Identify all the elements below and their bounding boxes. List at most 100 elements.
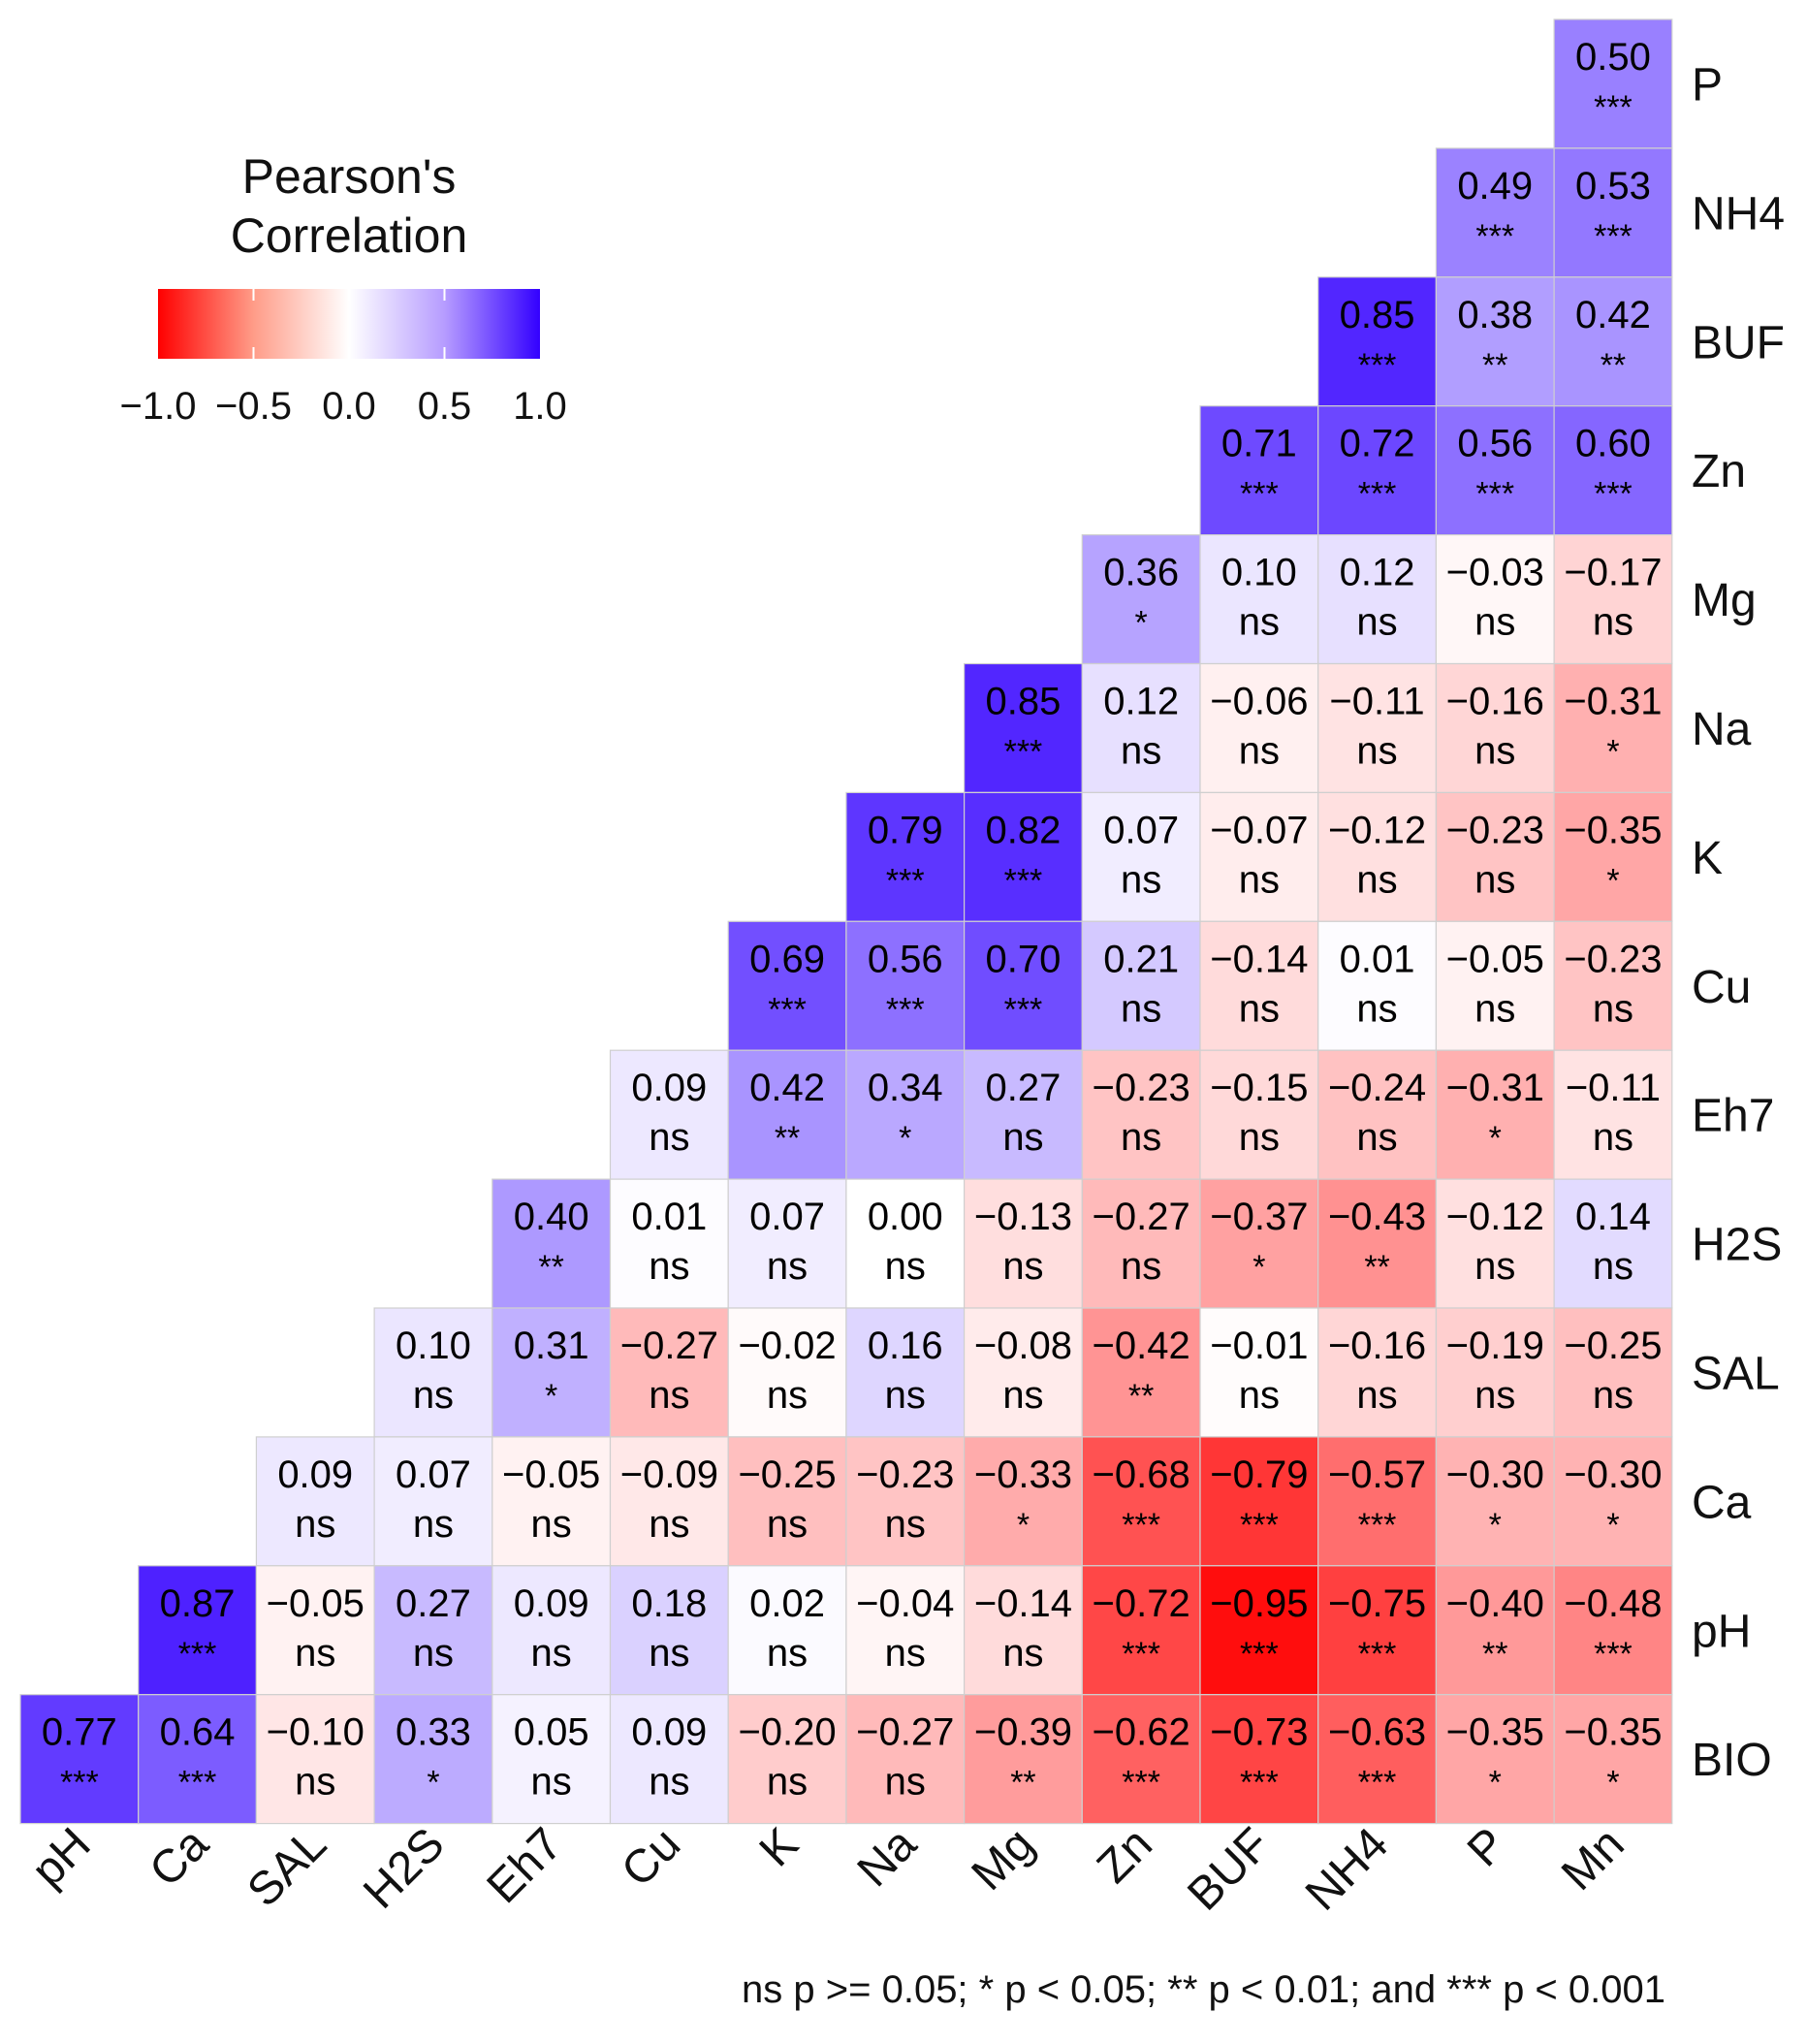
heatmap-cell: −0.72 *** xyxy=(1081,1565,1201,1696)
cell-fill xyxy=(1435,1178,1555,1309)
cell-significance-label: *** xyxy=(1594,218,1633,255)
cell-value-label: −0.72 xyxy=(1093,1582,1190,1625)
cell-fill xyxy=(1317,533,1437,665)
cell-fill xyxy=(1081,1694,1201,1825)
cell-value-label: −0.05 xyxy=(502,1453,600,1496)
cell-value-label: −0.39 xyxy=(974,1711,1072,1754)
cell-significance-label: ** xyxy=(1010,1765,1035,1802)
cell-significance-label: ** xyxy=(1364,1249,1389,1286)
cell-fill xyxy=(609,1694,729,1825)
cell-fill xyxy=(138,1565,257,1696)
cell-significance-label: ns xyxy=(295,1761,335,1804)
cell-value-label: 0.53 xyxy=(1575,165,1651,208)
cell-fill xyxy=(727,1565,847,1696)
cell-value-label: −0.14 xyxy=(1210,938,1308,980)
heatmap-cell: 0.85 *** xyxy=(963,662,1083,793)
heatmap-cell: 0.12 ns xyxy=(1317,533,1437,665)
cell-significance-label: *** xyxy=(886,991,925,1028)
cell-value-label: 0.09 xyxy=(514,1582,589,1625)
cell-significance-label: ns xyxy=(531,1503,572,1546)
column-label: NH4 xyxy=(1296,1818,1398,1920)
cell-significance-label: ns xyxy=(1593,1374,1633,1417)
heatmap-cell: −0.01 ns xyxy=(1199,1307,1319,1438)
cell-significance-label: ns xyxy=(295,1632,335,1675)
cell-value-label: −0.06 xyxy=(1210,681,1308,723)
cell-value-label: −0.23 xyxy=(856,1453,954,1496)
cell-fill xyxy=(609,1307,729,1438)
cell-significance-label: * xyxy=(1606,734,1619,771)
cell-value-label: −0.33 xyxy=(974,1453,1072,1496)
cell-value-label: −0.12 xyxy=(1328,809,1426,851)
heatmap-cell: 0.38 ** xyxy=(1435,276,1555,407)
heatmap-cell: −0.62 *** xyxy=(1081,1694,1201,1825)
row-label: NH4 xyxy=(1692,188,1785,240)
cell-significance-label: *** xyxy=(1358,347,1397,384)
cell-fill xyxy=(1553,791,1673,922)
cell-significance-label: ns xyxy=(767,1503,808,1546)
column-label: Zn xyxy=(1088,1818,1162,1893)
heatmap-cell: −0.95 *** xyxy=(1199,1565,1319,1696)
cell-fill xyxy=(963,1307,1083,1438)
cell-significance-label: * xyxy=(1489,1120,1502,1157)
column-label: Eh7 xyxy=(478,1818,573,1913)
heatmap-cell: −0.09 ns xyxy=(609,1436,729,1567)
heatmap-cell: −0.07 ns xyxy=(1199,791,1319,922)
cell-significance-label: *** xyxy=(1004,862,1043,899)
cell-fill xyxy=(1435,662,1555,793)
cell-fill xyxy=(1553,405,1673,536)
cell-fill xyxy=(963,662,1083,793)
cell-significance-label: ns xyxy=(1121,1116,1161,1159)
cell-significance-label: ns xyxy=(531,1761,572,1804)
heatmap-cell: 0.71 *** xyxy=(1199,405,1319,536)
cell-significance-label: *** xyxy=(1004,991,1043,1028)
heatmap-cell: −0.27 ns xyxy=(609,1307,729,1438)
cell-significance-label: ns xyxy=(1356,601,1397,644)
heatmap-cell: −0.37 * xyxy=(1199,1178,1319,1309)
cell-fill xyxy=(963,1694,1083,1825)
cell-value-label: −0.20 xyxy=(738,1711,836,1754)
heatmap-cell: −0.04 ns xyxy=(845,1565,966,1696)
cell-value-label: 0.85 xyxy=(986,681,1062,723)
heatmap-cell: −0.40 ** xyxy=(1435,1565,1555,1696)
cell-fill xyxy=(609,1049,729,1180)
cell-value-label: 0.07 xyxy=(1103,809,1179,851)
column-label: Na xyxy=(848,1818,927,1897)
cell-value-label: 0.87 xyxy=(160,1582,236,1625)
cell-fill xyxy=(373,1565,493,1696)
column-label: H2S xyxy=(354,1818,455,1919)
cell-fill xyxy=(1435,791,1555,922)
cell-value-label: −0.23 xyxy=(1564,938,1662,980)
cell-value-label: 0.50 xyxy=(1575,36,1651,79)
cell-fill xyxy=(1199,1436,1319,1567)
heatmap-cell: 0.02 ns xyxy=(727,1565,847,1696)
cell-significance-label: ns xyxy=(413,1503,454,1546)
heatmap-cell: −0.16 ns xyxy=(1317,1307,1437,1438)
cell-fill xyxy=(138,1694,257,1825)
cell-significance-label: ns xyxy=(649,1116,689,1159)
cell-fill xyxy=(1081,533,1201,665)
cell-value-label: −0.02 xyxy=(738,1325,836,1367)
color-legend: Pearson's Correlation −1.0 −0.5 0.0 0.5 1.0 xyxy=(120,149,567,428)
cell-fill xyxy=(1435,533,1555,665)
cell-value-label: 0.34 xyxy=(868,1067,943,1109)
cell-value-label: −0.23 xyxy=(1446,809,1544,851)
cell-significance-label: *** xyxy=(1240,1636,1279,1673)
cell-fill xyxy=(1199,1694,1319,1825)
cell-value-label: −0.73 xyxy=(1210,1711,1308,1754)
cell-significance-label: ns xyxy=(885,1374,926,1417)
cell-value-label: −0.27 xyxy=(1093,1196,1190,1238)
cell-significance-label: ns xyxy=(885,1503,926,1546)
heatmap-cells: 0.50***0.49***0.53***0.85***0.38**0.42**… xyxy=(19,18,1673,1825)
cell-value-label: 0.01 xyxy=(1340,938,1415,980)
column-label: Ca xyxy=(140,1818,218,1897)
heatmap-cell: −0.23 ns xyxy=(845,1436,966,1567)
cell-significance-label: ns xyxy=(1121,987,1161,1030)
cell-fill xyxy=(1317,1049,1437,1180)
heatmap-cell: 0.72 *** xyxy=(1317,405,1437,536)
legend-tick-label: −0.5 xyxy=(215,385,292,428)
cell-significance-label: * xyxy=(1489,1765,1502,1802)
cell-significance-label: ns xyxy=(885,1761,926,1804)
cell-significance-label: *** xyxy=(1004,734,1043,771)
cell-significance-label: ns xyxy=(767,1245,808,1288)
cell-value-label: −0.35 xyxy=(1564,809,1662,851)
